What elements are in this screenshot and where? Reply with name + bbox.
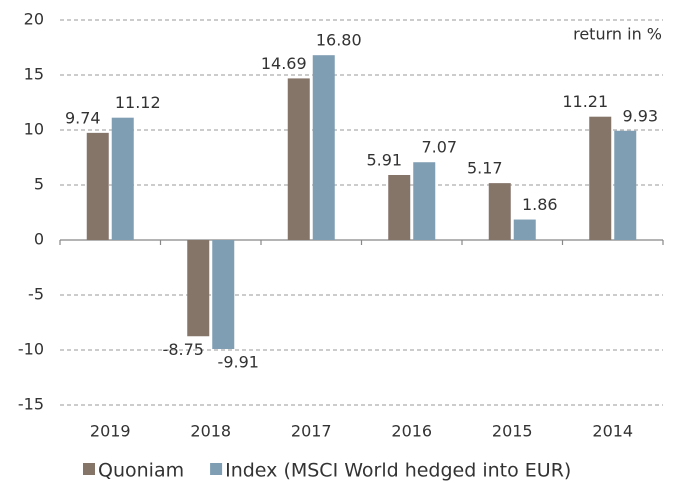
bar	[413, 162, 436, 240]
bar	[212, 240, 235, 350]
value-label: 11.21	[562, 92, 608, 111]
x-tick-label: 2019	[90, 422, 131, 441]
bar	[614, 130, 637, 240]
bar	[589, 116, 612, 240]
legend-swatch	[83, 463, 95, 475]
y-tick-label: 5	[34, 175, 44, 194]
legend-label: Index (MSCI World hedged into EUR)	[225, 460, 571, 482]
y-tick-label: 0	[34, 230, 44, 249]
value-label: 14.69	[261, 54, 307, 73]
bar	[287, 78, 310, 240]
x-tick-label: 2017	[291, 422, 332, 441]
annotation: return in %	[573, 25, 662, 44]
bar	[111, 117, 134, 240]
legend-swatch	[210, 463, 223, 475]
value-label: 16.80	[316, 31, 362, 50]
y-tick-label: 20	[24, 10, 44, 29]
bar	[488, 183, 511, 240]
value-label: 5.17	[467, 159, 503, 178]
bar	[312, 55, 335, 241]
value-label: 11.12	[115, 93, 161, 112]
x-tick-label: 2014	[592, 422, 633, 441]
y-tick-label: -5	[28, 285, 44, 304]
value-label: -8.75	[163, 340, 204, 359]
y-tick-label: 15	[24, 65, 44, 84]
x-tick-label: 2016	[391, 422, 432, 441]
bar	[86, 132, 109, 240]
value-label: 7.07	[421, 138, 457, 157]
y-tick-label: -10	[18, 340, 44, 359]
x-tick-label: 2018	[190, 422, 231, 441]
bar	[187, 240, 210, 337]
value-label: 5.91	[366, 150, 402, 169]
y-tick-label: -15	[18, 395, 44, 414]
value-label: 9.74	[65, 108, 101, 127]
legend-label: Quoniam	[98, 460, 184, 482]
value-label: 1.86	[522, 195, 558, 214]
value-label: -9.91	[218, 353, 259, 372]
value-label: 9.93	[622, 106, 658, 125]
bar	[513, 219, 536, 240]
y-tick-label: 10	[24, 120, 44, 139]
x-tick-label: 2015	[492, 422, 533, 441]
bar	[388, 174, 411, 240]
